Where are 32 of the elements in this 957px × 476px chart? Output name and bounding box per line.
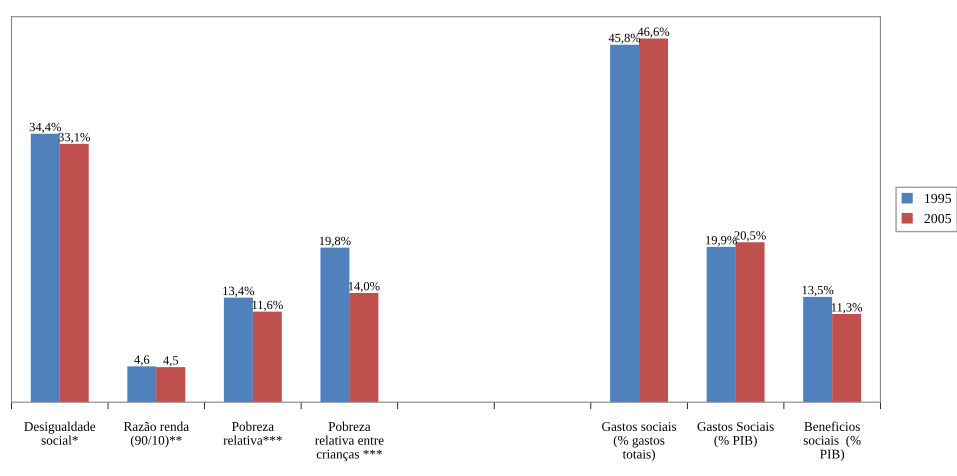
x-tick-label: Beneficios sociais (% PIB) (804, 422, 861, 462)
bar (803, 296, 832, 402)
bar (706, 246, 736, 402)
x-tick-label: Pobreza relativa entre crianças *** (315, 422, 384, 462)
data-label: 4,6 (134, 355, 150, 366)
bar (127, 366, 156, 402)
data-label: 13,5% (802, 286, 834, 296)
bar (156, 367, 186, 402)
data-label: 34,4% (30, 122, 61, 133)
bar (30, 134, 60, 402)
bar (349, 292, 378, 402)
legend-label: 1995 (925, 194, 952, 204)
bar (252, 312, 282, 402)
data-label: 13,4% (223, 286, 254, 297)
bar (639, 38, 668, 402)
bar (60, 144, 89, 402)
x-tick-label: Razão renda (90/10)** (124, 422, 189, 448)
bar (610, 44, 640, 402)
data-label: 19,9% (706, 236, 737, 246)
bar (736, 242, 765, 402)
bar (224, 298, 253, 402)
x-tick-label: Desigualdade social* (24, 422, 96, 445)
data-label: 11,6% (252, 300, 283, 311)
x-tick-label: Pobreza relativa*** (223, 422, 282, 445)
bar (320, 248, 350, 402)
data-label: 4,5 (163, 356, 178, 366)
x-tick-label: Gastos Sociais (% PIB) (697, 422, 774, 448)
legend-label: 2005 (924, 214, 952, 224)
bar (832, 314, 862, 402)
data-label: 20,5% (734, 231, 766, 242)
data-label: 19,8% (320, 236, 351, 247)
x-tick-label: Gastos sociais (% gastos totais) (602, 422, 676, 462)
